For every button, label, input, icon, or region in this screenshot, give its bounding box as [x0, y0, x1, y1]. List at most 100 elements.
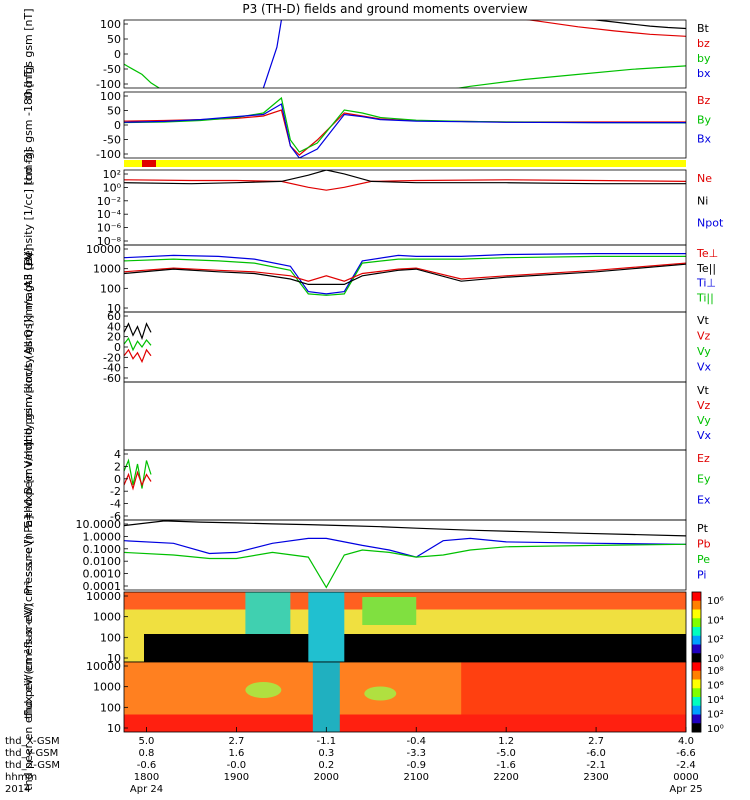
y-tick-label: 4 [114, 448, 121, 461]
y-tick-label: -4 [110, 498, 121, 511]
peir-velocity-ylabel: thd peir velocity gsm [km/s (All Qs)] [22, 248, 35, 447]
peir-velocity-series-group [124, 322, 152, 364]
x-tick-X: 4.0 [678, 736, 694, 747]
x-tick-Z: 0.2 [318, 760, 334, 771]
peir-spec-warm-region [362, 597, 417, 625]
panel-temperature: 10000 1000 100 10 magt3 [eV] Te⊥ Te|| Ti⊥Ti|| [22, 243, 718, 315]
legend-Te⊥: Te⊥ [696, 247, 718, 260]
temperature-frame [123, 244, 687, 313]
series-Ez [124, 470, 152, 491]
legend-Bx: Bx [697, 133, 712, 146]
x-axis-labels: thd_X-GSMthd_Y-GSMthd_Z-GSMhhmm20145.00.… [5, 727, 703, 795]
colorbar-tick-label: 10⁶ [707, 596, 724, 607]
x-tick-date: Apr 24 [130, 784, 163, 795]
pressure-ylabel: Pressure [nPa] [22, 516, 35, 595]
x-tick-Y: -6.6 [676, 748, 696, 759]
y-tick-label: 100 [100, 18, 121, 31]
peer-spec-colorbar: 10⁸ 10⁶ 10⁴ 10² 10⁰ [691, 661, 724, 735]
colorbar-tick-label: 10⁰ [707, 724, 724, 735]
legend-Vz: Vz [697, 399, 711, 412]
peer-velocity-frame [123, 381, 687, 451]
peer-spec-low-energy [124, 714, 686, 732]
series-Ey [124, 458, 152, 489]
y-tick-label: -40 [103, 362, 121, 375]
legend-Vx: Vx [697, 361, 712, 374]
peer-spec-lobe-band [312, 662, 340, 732]
panel-peer-velocity: thd peer velocity gsm [km/s (All Qs)] Vt V… [22, 315, 712, 517]
colorbar-tick-label: 10⁴ [707, 615, 724, 626]
peer-velocity-ylabel: thd peer velocity gsm [km/s (All Qs)] [22, 315, 35, 517]
fgs-full-frame [123, 91, 687, 159]
series-Pi [124, 537, 686, 558]
y-tick-label: 10 [107, 652, 121, 665]
x-tick-date: Apr 25 [669, 784, 702, 795]
peir-velocity-frame [123, 311, 687, 383]
series-Te|| [124, 263, 686, 285]
series-Ni [124, 170, 686, 185]
x-tick-Z: -0.6 [137, 760, 157, 771]
x-tick-X: 5.0 [139, 736, 155, 747]
colorbar-tick-label: 10² [707, 710, 724, 721]
colorbar-swatch [692, 679, 701, 689]
y-tick-label: 10 [107, 302, 121, 315]
y-tick-label: -100 [96, 78, 121, 91]
colorbar-swatch [692, 627, 701, 637]
x-tick-Z: -0.0 [227, 760, 247, 771]
y-tick-label: 50 [107, 105, 121, 118]
colorbar-swatch [692, 644, 701, 654]
y-tick-label: 0.0100 [83, 555, 122, 568]
legend-bz: bz [697, 37, 710, 50]
legend-Bt: Bt [697, 22, 710, 35]
x-tick-Y: 0.8 [139, 748, 155, 759]
y-tick-label: 10000 [86, 660, 121, 673]
legend-by: by [697, 52, 711, 65]
x-tick-X: -0.4 [406, 736, 426, 747]
y-tick-label: 10⁻² [97, 195, 121, 208]
pressure-series-group [124, 520, 686, 589]
peer-spec-frame [123, 661, 687, 733]
fgs-zoom-ylabel: thd fgs gsm [nT] [22, 8, 35, 99]
colorbar-swatch [692, 697, 701, 707]
panel-efield: 420-2-4-6 E=-VxB [mV/m] Ez Ey Ex [22, 442, 711, 528]
colorbar-tick-label: 10⁸ [707, 666, 724, 677]
x-tick-X: -1.1 [317, 736, 337, 747]
peir-spec-image [124, 592, 686, 662]
colorbar-swatch [692, 653, 701, 663]
peer-spec-blob-2 [364, 686, 397, 701]
y-tick-label: -50 [103, 63, 121, 76]
legend-Vz: Vz [697, 330, 711, 343]
series-Ne [124, 179, 686, 191]
series-By [124, 96, 686, 153]
y-tick-label: 60 [107, 310, 121, 323]
peir-spec-colorbar: 10⁶ 10⁴ 10² 10⁰ [691, 591, 724, 665]
density-series-group [124, 170, 686, 191]
colorbar-swatch [692, 670, 701, 680]
efield-series-group [124, 458, 152, 491]
mode-bar-red [142, 160, 156, 167]
efield-frame [123, 449, 687, 521]
series-Bx [124, 103, 686, 158]
legend-Ni: Ni [697, 194, 708, 207]
series-by [124, 63, 686, 88]
legend-Ti⊥: Ti⊥ [696, 277, 716, 290]
temperature-series-group [124, 253, 686, 296]
y-tick-label: 10⁻⁴ [97, 208, 122, 221]
legend-Vy: Vy [697, 345, 711, 358]
series-Pt [124, 520, 686, 537]
temperature-ylabel: magt3 [eV] [22, 247, 35, 309]
panel-peer-spec: 10⁸ 10⁶ 10⁴ 10² 10⁰ 10000 1000 100 10 thd peer en… [22, 603, 724, 790]
y-tick-label: -100 [96, 148, 121, 161]
x-tick-Y: -5.0 [496, 748, 516, 759]
colorbar-swatch [692, 688, 701, 698]
x-tick-Y: 0.3 [318, 748, 334, 759]
colorbar-swatch [692, 714, 701, 724]
fgs-zoom-series-group [124, 20, 686, 88]
y-tick-label: 1000 [93, 611, 121, 624]
series-Te⊥ [124, 262, 686, 282]
x-tick-Y: -6.0 [586, 748, 606, 759]
x-tick-hhmm: 1800 [134, 772, 159, 783]
